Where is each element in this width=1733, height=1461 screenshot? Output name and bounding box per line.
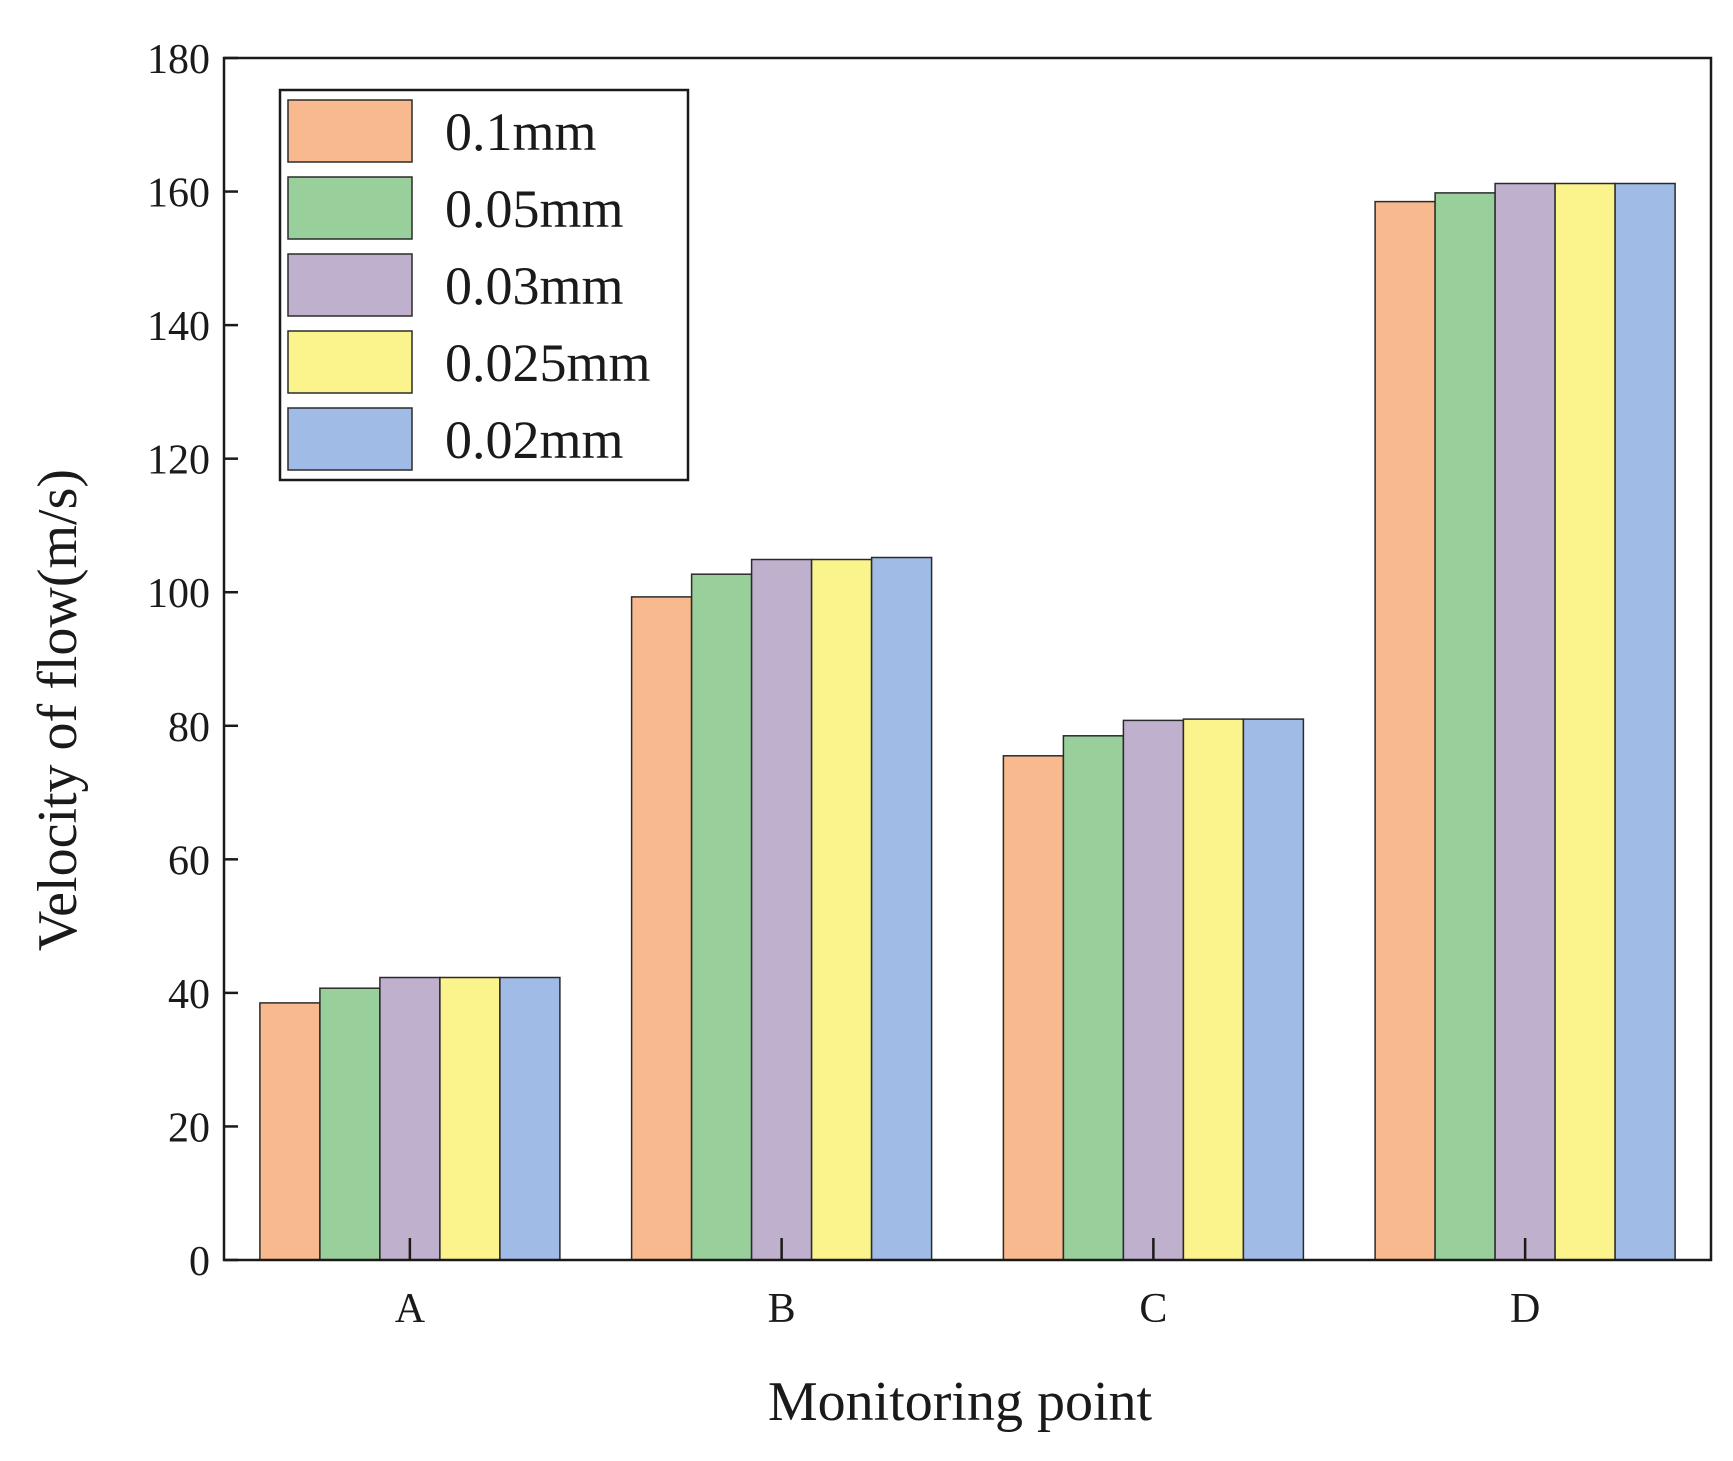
legend-label-0.03mm: 0.03mm — [445, 256, 624, 316]
bars-layer — [259, 182, 1676, 1261]
axes-layer: 0 20 40 60 80 100 120 140 160 180 A B C D — [147, 37, 1713, 1332]
x-tick-label-D: D — [1510, 1286, 1540, 1332]
legend-swatch-0.1mm — [287, 99, 413, 163]
x-tick-label-C: C — [1139, 1286, 1167, 1332]
legend-label-0.1mm: 0.1mm — [445, 102, 597, 162]
y-tick-label: 80 — [168, 705, 210, 751]
bar-C-0.05mm — [1062, 735, 1125, 1261]
y-tick-label: 180 — [147, 37, 210, 83]
bar-B-0.1mm — [630, 596, 693, 1261]
bar-D-0.02mm — [1614, 182, 1676, 1261]
x-tick-label-A: A — [395, 1286, 426, 1332]
bar-D-0.03mm — [1494, 182, 1556, 1261]
bar-A-0.02mm — [499, 976, 561, 1261]
y-axis-title: Velocity of flow(m/s) — [27, 469, 89, 951]
bar-A-0.05mm — [319, 987, 381, 1261]
legend-swatch-0.025mm — [287, 330, 413, 394]
y-tick-label: 60 — [168, 838, 210, 884]
bar-A-0.1mm — [259, 1002, 321, 1261]
bar-B-0.03mm — [750, 558, 813, 1261]
y-tick-label: 160 — [147, 171, 210, 217]
plot-frame — [222, 56, 1713, 1262]
bar-B-0.02mm — [870, 556, 933, 1261]
bar-C-0.03mm — [1122, 719, 1185, 1261]
y-tick-label: 20 — [168, 1105, 210, 1151]
bar-D-0.1mm — [1374, 200, 1436, 1261]
y-tick-label: 100 — [147, 571, 210, 617]
legend: 0.1mm 0.05mm 0.03mm 0.025mm 0.02mm — [278, 88, 690, 482]
bar-C-0.02mm — [1242, 718, 1305, 1261]
legend-swatch-0.05mm — [287, 176, 413, 240]
bar-D-0.05mm — [1434, 192, 1496, 1261]
bar-B-0.05mm — [690, 573, 753, 1261]
bar-A-0.025mm — [439, 976, 501, 1261]
legend-label-0.05mm: 0.05mm — [445, 179, 624, 239]
legend-swatch-0.03mm — [287, 253, 413, 317]
legend-label-0.02mm: 0.02mm — [445, 410, 624, 470]
bar-C-0.025mm — [1182, 718, 1245, 1261]
y-tick-label: 0 — [189, 1239, 210, 1285]
y-tick-label: 140 — [147, 304, 210, 350]
bar-B-0.025mm — [810, 558, 873, 1261]
bar-A-0.03mm — [379, 976, 441, 1261]
bar-C-0.1mm — [1002, 755, 1065, 1261]
x-axis-title: Monitoring point — [768, 1371, 1153, 1433]
x-tick-label-B: B — [768, 1286, 796, 1332]
legend-label-0.025mm: 0.025mm — [445, 333, 651, 393]
legend-swatch-0.02mm — [287, 407, 413, 471]
y-tick-label: 120 — [147, 438, 210, 484]
bar-D-0.025mm — [1554, 182, 1616, 1261]
y-tick-label: 40 — [168, 972, 210, 1018]
